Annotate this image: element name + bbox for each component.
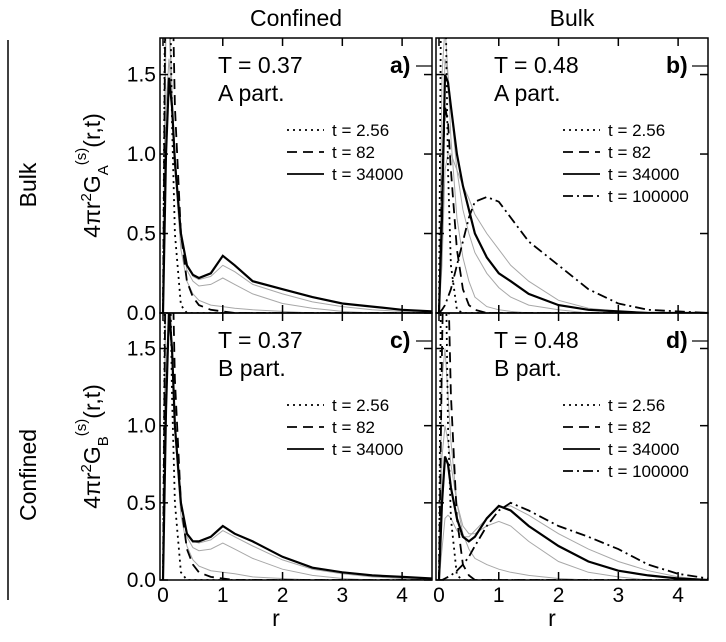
annotation: B part.	[218, 355, 286, 381]
annotation: T = 0.48	[494, 52, 579, 78]
y-axis-label-part: (r,t)	[79, 384, 105, 419]
y-axis-label-part: (s)	[73, 419, 90, 437]
y-axis-label-part: 2	[78, 193, 95, 201]
annotation: T = 0.48	[494, 327, 579, 353]
y-axis-label-part: 4πr	[79, 472, 105, 509]
legend-label: t = 34000	[332, 440, 403, 459]
y-axis-label-part: (r,t)	[79, 113, 105, 148]
curve	[438, 196, 708, 313]
frame	[159, 312, 433, 581]
y-axis-label-part: A	[95, 165, 112, 175]
row-label: Confined	[15, 429, 41, 521]
y-tick-label: 1.0	[127, 143, 156, 166]
background-curve	[162, 58, 432, 313]
legend-label: t = 2.56	[608, 396, 665, 415]
legend-label: t = 2.56	[332, 396, 389, 415]
curve	[439, 501, 708, 580]
row-label: Bulk	[15, 162, 41, 207]
panel-label: d)	[666, 327, 688, 353]
column-title: Confined	[250, 5, 342, 31]
legend-label: t = 2.56	[332, 121, 389, 140]
x-tick-label: 2	[277, 584, 289, 607]
curve	[438, 106, 708, 313]
y-axis-label-part: B	[95, 436, 112, 446]
background-curve	[438, 348, 708, 580]
legend-label: t = 82	[608, 418, 651, 437]
x-axis-label: r	[548, 605, 556, 631]
annotation: A part.	[494, 80, 560, 106]
background-curve	[438, 505, 708, 580]
y-axis-label-part: 4πr	[79, 201, 105, 238]
y-axis-label-part: G	[79, 446, 105, 464]
legend-label: t = 100000	[608, 462, 689, 481]
legend-label: t = 100000	[608, 187, 689, 206]
y-tick-label: 1.5	[127, 64, 156, 87]
y-tick-label: 0.0	[127, 569, 156, 592]
y-tick-label: 0.5	[127, 492, 156, 515]
y-tick-label: 1.5	[127, 337, 156, 360]
curve	[162, 313, 432, 580]
x-axis-label: r	[272, 605, 280, 631]
legend-label: t = 34000	[608, 440, 679, 459]
plot-area	[161, 38, 432, 313]
annotation: B part.	[494, 355, 562, 381]
x-tick-label: 1	[493, 584, 505, 607]
annotation: T = 0.37	[218, 327, 303, 353]
legend-label: t = 34000	[608, 165, 679, 184]
x-tick-label: 0	[157, 584, 169, 607]
curve	[437, 456, 708, 580]
curve	[161, 77, 432, 313]
panel-label: b)	[666, 52, 688, 78]
y-tick-label: 1.0	[127, 415, 156, 438]
panel-label: c)	[390, 327, 410, 353]
legend-label: t = 82	[332, 143, 375, 162]
background-curve	[162, 38, 432, 313]
y-axis-label-part: (s)	[73, 148, 90, 166]
x-tick-label: 4	[672, 584, 684, 607]
y-axis-label: 4πr2GB (s)(r,t)	[73, 384, 112, 509]
annotation: A part.	[218, 80, 284, 106]
x-tick-label: 4	[396, 584, 408, 607]
y-axis-label-part: 2	[78, 464, 95, 472]
x-tick-label: 0	[433, 584, 445, 607]
curve	[162, 38, 432, 313]
legend-label: t = 82	[608, 143, 651, 162]
y-axis-label: 4πr2GA (s)(r,t)	[73, 113, 112, 238]
x-tick-label: 3	[612, 584, 624, 607]
x-tick-label: 2	[553, 584, 565, 607]
y-tick-label: 0.5	[127, 223, 156, 246]
curve	[438, 38, 708, 313]
y-axis-label-part: G	[79, 175, 105, 193]
x-tick-label: 3	[336, 584, 348, 607]
legend-label: t = 34000	[332, 165, 403, 184]
plot-area	[437, 38, 708, 313]
legend-label: t = 2.56	[608, 121, 665, 140]
frame	[435, 312, 709, 581]
curve	[438, 313, 708, 580]
curve	[162, 38, 432, 313]
annotation: T = 0.37	[218, 52, 303, 78]
panel-label: a)	[390, 52, 410, 78]
background-curve	[438, 58, 708, 313]
column-title: Bulk	[550, 5, 595, 31]
x-tick-label: 1	[217, 584, 229, 607]
y-tick-label: 0.0	[127, 302, 156, 325]
plot-area	[437, 313, 708, 580]
legend-label: t = 82	[332, 418, 375, 437]
